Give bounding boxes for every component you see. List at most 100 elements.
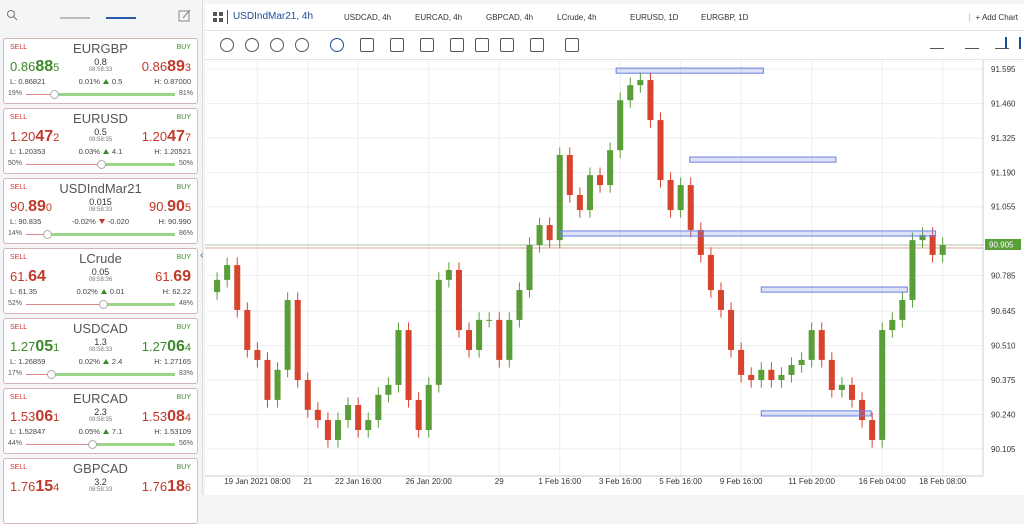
chart-tab[interactable]: LCrude, 4h: [557, 13, 597, 22]
instrument-card[interactable]: SELL EURUSD BUY 1.20472 1.20477 0.5 08:58:35 L:…: [3, 108, 198, 174]
tool-button[interactable]: [360, 38, 374, 52]
price-part: 1.27: [10, 339, 36, 354]
candle-body: [597, 175, 604, 186]
price-part: 1.27: [141, 339, 168, 354]
tool-button[interactable]: [220, 38, 234, 52]
zone-drawing[interactable]: [559, 230, 937, 237]
tool-button[interactable]: [330, 38, 344, 52]
price-part: 06: [167, 338, 185, 355]
sell-share: [26, 304, 104, 305]
view-toggle[interactable]: [106, 11, 136, 19]
tool-button[interactable]: [565, 38, 579, 52]
candle-body: [425, 384, 432, 430]
candle-body: [405, 330, 412, 400]
price-part: 4: [53, 482, 60, 494]
zone-drawing[interactable]: [760, 410, 872, 417]
sell-price[interactable]: 90.890: [10, 198, 52, 216]
chart-tab[interactable]: GBPCAD, 4h: [486, 13, 534, 22]
view-toggle[interactable]: [60, 11, 90, 19]
chart-tab[interactable]: EURCAD, 4h: [415, 13, 463, 22]
spread: 1.3: [94, 337, 107, 347]
candle-body: [697, 229, 704, 255]
change-pct: 0.02%: [76, 287, 98, 296]
zone-drawing[interactable]: [615, 67, 764, 74]
candle-body: [617, 100, 624, 151]
time: 08:58:33: [88, 67, 113, 73]
sell-price[interactable]: 61.64: [10, 268, 46, 286]
tool-button[interactable]: [965, 40, 979, 49]
instrument-card[interactable]: SELL USDCAD BUY 1.27051 1.27064 1.3 08:58:33 L:…: [3, 318, 198, 384]
sell-price[interactable]: 0.86885: [10, 58, 59, 76]
instrument-card[interactable]: SELL USDIndMar21 BUY 90.890 90.905 0.015 08:58…: [3, 178, 198, 244]
tool-button[interactable]: [995, 40, 1009, 49]
time: 08:58:35: [88, 137, 113, 143]
x-tick-label: 5 Feb 16:00: [659, 477, 702, 486]
buy-label: BUY: [176, 254, 191, 261]
candle-body: [294, 300, 301, 381]
direction-arrow: [98, 219, 105, 224]
chart-tab[interactable]: EURGBP, 1D: [701, 13, 749, 22]
zone-drawing[interactable]: [689, 156, 837, 163]
candle-body: [506, 319, 513, 360]
candle-body: [516, 290, 523, 320]
instrument-name: GBPCAD: [73, 461, 128, 476]
y-tick-label: 90.105: [991, 445, 1016, 454]
instrument-card[interactable]: SELL EURCAD BUY 1.53061 1.53084 2.3 08:58:35 L:…: [3, 388, 198, 454]
layout-icon[interactable]: [213, 12, 224, 23]
candle-body: [496, 319, 503, 360]
zone-drawing[interactable]: [760, 286, 908, 293]
tool-button[interactable]: [475, 38, 489, 52]
instrument-card[interactable]: SELL EURGBP BUY 0.86885 0.86893 0.8 08:58:33 L:…: [3, 38, 198, 104]
buy-price[interactable]: 61.69: [155, 268, 191, 286]
instrument-card[interactable]: SELL GBPCAD BUY 1.76154 1.76186 3.2 08:58:33: [3, 458, 198, 524]
change-pips: 0.5: [111, 77, 123, 86]
sell-price[interactable]: 1.20472: [10, 128, 59, 146]
chart-tab[interactable]: USDCAD, 4h: [344, 13, 392, 22]
sell-price[interactable]: 1.53061: [10, 408, 59, 426]
tool-button[interactable]: [390, 38, 404, 52]
sell-price[interactable]: 1.76154: [10, 478, 59, 496]
candle-body: [788, 365, 795, 375]
buy-price[interactable]: 1.76186: [142, 478, 191, 496]
buy-pct: 86%: [178, 230, 193, 237]
tool-button[interactable]: [270, 38, 284, 52]
add-chart[interactable]: + Add Chart: [968, 13, 1018, 22]
change-pct: 0.05%: [78, 427, 100, 436]
tool-button[interactable]: [295, 38, 309, 52]
sell-price[interactable]: 1.27051: [10, 338, 59, 356]
edit-icon[interactable]: [178, 9, 192, 23]
chart-tab[interactable]: EURUSD, 1D: [630, 13, 679, 22]
tool-button[interactable]: [930, 40, 944, 49]
tool-button[interactable]: [530, 38, 544, 52]
buy-share: [54, 93, 175, 96]
instrument-card[interactable]: SELL LCrude BUY 61.64 61.69 0.05 08:58:36 L: 61…: [3, 248, 198, 314]
grid-toggle[interactable]: [1005, 37, 1021, 49]
price-part: 1.20: [10, 129, 36, 144]
candle-body: [939, 244, 946, 255]
buy-share: [103, 303, 175, 306]
change: -0.02% -0.020: [4, 217, 197, 226]
search-icon[interactable]: [6, 9, 18, 21]
tool-button[interactable]: [500, 38, 514, 52]
y-tick-label: 91.055: [991, 203, 1016, 212]
collapse-arrow[interactable]: ‹: [200, 250, 204, 261]
candle-body: [748, 374, 755, 381]
buy-price[interactable]: 0.86893: [142, 58, 191, 76]
candle-body: [466, 330, 473, 350]
low: L: 1.52847: [10, 427, 46, 436]
candle-body: [818, 330, 825, 360]
low: L: 1.20353: [10, 147, 46, 156]
price-part: 0: [45, 202, 52, 214]
y-tick-label: 90.240: [991, 410, 1016, 419]
buy-price[interactable]: 90.905: [149, 198, 191, 216]
buy-price[interactable]: 1.27064: [142, 338, 191, 356]
tool-button[interactable]: [420, 38, 434, 52]
buy-price[interactable]: 1.53084: [142, 408, 191, 426]
sentiment-bar: [26, 440, 175, 449]
candle-body: [627, 85, 634, 101]
tool-button[interactable]: [245, 38, 259, 52]
chart-tab[interactable]: USDIndMar21, 4h: [233, 11, 314, 22]
buy-price[interactable]: 1.20477: [142, 128, 191, 146]
x-tick-label: 16 Feb 04:00: [859, 477, 907, 486]
tool-button[interactable]: [450, 38, 464, 52]
